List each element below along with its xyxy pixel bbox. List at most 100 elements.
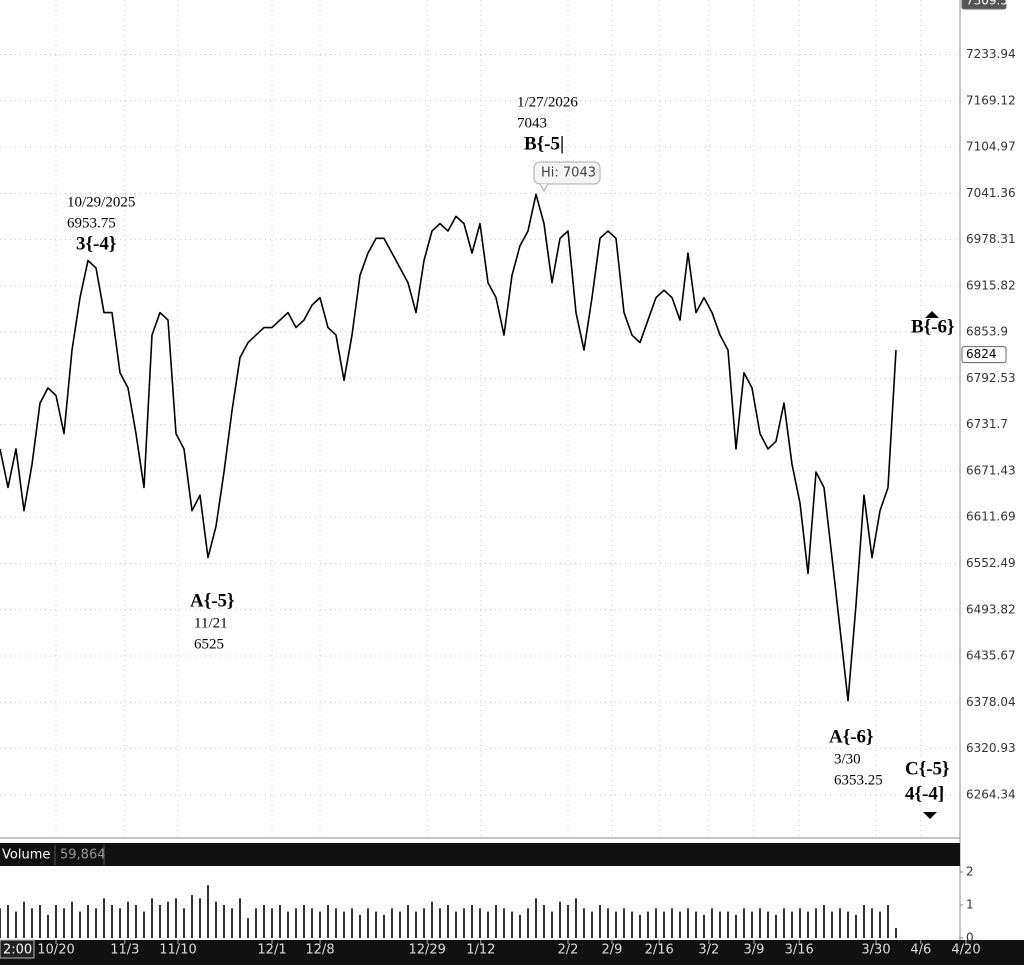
volume-bar (199, 898, 201, 938)
volume-bar (207, 885, 209, 938)
y-tick-label: 6435.67 (966, 649, 1016, 663)
volume-bar (311, 908, 313, 938)
volume-bar (63, 908, 65, 938)
y-tick-label: 6378.04 (966, 695, 1016, 709)
volume-bar (167, 901, 169, 938)
volume-bar (727, 911, 729, 938)
volume-bar (103, 898, 105, 938)
volume-bar (279, 904, 281, 938)
annotation-wave: 3{-4} (76, 233, 116, 254)
annotation-wave: C{-5} (905, 758, 950, 779)
volume-bar (623, 908, 625, 938)
volume-bar (647, 911, 649, 938)
volume-tick-label: 1 (966, 897, 974, 911)
volume-bar (799, 908, 801, 938)
volume-bar (807, 911, 809, 938)
x-tick-label: 12/8 (305, 943, 334, 958)
volume-bar (847, 911, 849, 938)
x-tick-label: 3/30 (861, 943, 890, 958)
cursor-box (0, 939, 35, 959)
volume-bar (55, 904, 57, 938)
volume-bar (487, 911, 489, 938)
volume-bar (0, 908, 1, 938)
volume-bar (159, 904, 161, 938)
x-tick-label: 2/16 (645, 943, 674, 958)
volume-bar (351, 908, 353, 938)
volume-bar (655, 908, 657, 938)
y-tick-label: 6552.49 (966, 556, 1016, 570)
annotation-price: 6953.75 (67, 215, 116, 231)
volume-bar (191, 895, 193, 938)
last-price-box (961, 346, 1007, 364)
volume-bar (343, 911, 345, 938)
volume-header (0, 843, 960, 866)
volume-bar (703, 914, 705, 938)
volume-bar (335, 908, 337, 938)
volume-bar (607, 908, 609, 938)
volume-bar (431, 901, 433, 938)
volume-bar (863, 904, 865, 938)
volume-bar (687, 908, 689, 938)
volume-bar (391, 908, 393, 938)
volume-bar (367, 908, 369, 938)
volume-bar (679, 911, 681, 938)
volume-bar (615, 911, 617, 938)
y-tick-label: 6792.53 (966, 371, 1016, 385)
volume-bar (175, 898, 177, 938)
x-tick-label: 4/20 (951, 943, 980, 958)
annotation-wave: B{-5| (524, 133, 564, 154)
volume-bar (527, 908, 529, 938)
volume-bar (583, 908, 585, 938)
volume-bar (303, 904, 305, 938)
y-tick-label: 6493.82 (966, 602, 1016, 616)
volume-bar (383, 914, 385, 938)
arrow-up (925, 311, 939, 318)
x-tick-label: 2/2 (558, 943, 579, 958)
y-tick-label: 7041.36 (966, 186, 1016, 200)
volume-bar (463, 908, 465, 938)
volume-bar (519, 914, 521, 938)
volume-bar (719, 911, 721, 938)
annotation-date: 1/27/2026 (517, 94, 578, 110)
volume-bar (455, 911, 457, 938)
volume-bar (575, 898, 577, 938)
volume-bar (495, 904, 497, 938)
volume-bar (319, 911, 321, 938)
y-tick-label: 6853.9 (966, 325, 1008, 339)
y-tick-label: 7104.97 (966, 140, 1016, 154)
annotation-date: 11/21 (194, 615, 228, 631)
volume-bar (135, 904, 137, 938)
hi-bubble (533, 161, 601, 185)
volume-bar (855, 914, 857, 938)
x-axis-bar (0, 940, 1024, 965)
volume-bar (599, 904, 601, 938)
volume-bar (287, 911, 289, 938)
arrow-down (923, 812, 937, 819)
volume-bar (247, 918, 249, 938)
volume-bar (79, 911, 81, 938)
volume-bar (639, 914, 641, 938)
volume-bar (591, 911, 593, 938)
volume-bar (671, 908, 673, 938)
volume-bar (815, 908, 817, 938)
volume-bar (711, 908, 713, 938)
hi-pointer (539, 183, 549, 193)
x-tick-label: 3/9 (744, 943, 765, 958)
volume-bar (503, 908, 505, 938)
volume-bar (479, 908, 481, 938)
volume-bar (735, 914, 737, 938)
x-tick-label: 3/16 (785, 943, 814, 958)
price-line (0, 193, 897, 702)
volume-bar (151, 898, 153, 938)
volume-bar (407, 904, 409, 938)
volume-bar (327, 904, 329, 938)
volume-bar (295, 908, 297, 938)
price-pane (0, 193, 897, 702)
y-tick-label: 6264.34 (966, 787, 1016, 801)
volume-bar (879, 911, 881, 938)
volume-bar (767, 911, 769, 938)
volume-bar (183, 908, 185, 938)
volume-bar (7, 904, 9, 938)
volume-bar (215, 901, 217, 938)
